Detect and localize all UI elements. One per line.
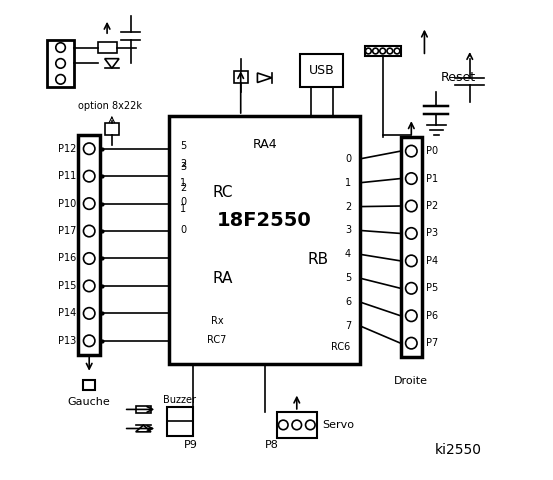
- Text: 1: 1: [180, 178, 186, 188]
- Text: Gauche: Gauche: [68, 397, 111, 407]
- Text: P8: P8: [265, 440, 279, 450]
- Text: RA: RA: [212, 271, 232, 286]
- Text: RA4: RA4: [252, 138, 277, 151]
- Bar: [84, 380, 95, 390]
- Circle shape: [380, 48, 385, 54]
- Circle shape: [373, 48, 378, 54]
- Bar: [105, 123, 119, 135]
- Bar: [167, 407, 193, 436]
- Circle shape: [405, 200, 417, 212]
- Circle shape: [405, 283, 417, 294]
- Circle shape: [405, 145, 417, 157]
- Text: 3: 3: [345, 226, 351, 236]
- Text: 2: 2: [345, 202, 351, 212]
- Circle shape: [84, 143, 95, 155]
- Text: P4: P4: [426, 256, 438, 266]
- Text: ki2550: ki2550: [434, 443, 481, 457]
- Bar: [169, 116, 360, 364]
- Text: P11: P11: [58, 171, 76, 181]
- Circle shape: [84, 225, 95, 237]
- Circle shape: [279, 420, 288, 430]
- Circle shape: [56, 43, 65, 52]
- Text: 5: 5: [180, 142, 186, 152]
- Text: P1: P1: [426, 174, 438, 183]
- Bar: [233, 71, 248, 83]
- Text: Droite: Droite: [394, 376, 429, 386]
- Text: 3: 3: [180, 162, 186, 172]
- Bar: [300, 54, 343, 87]
- Circle shape: [56, 74, 65, 84]
- Text: USB: USB: [309, 64, 335, 77]
- Text: 1: 1: [345, 178, 351, 188]
- Circle shape: [405, 255, 417, 266]
- Circle shape: [84, 335, 95, 347]
- Text: 1: 1: [180, 204, 186, 215]
- Text: P12: P12: [58, 144, 76, 154]
- Circle shape: [292, 420, 301, 430]
- Text: P5: P5: [426, 283, 438, 293]
- Circle shape: [84, 253, 95, 264]
- Text: RC6: RC6: [331, 342, 351, 352]
- Text: 0: 0: [180, 226, 186, 236]
- Text: 0: 0: [180, 197, 186, 207]
- Circle shape: [405, 337, 417, 349]
- Text: P16: P16: [58, 253, 76, 264]
- Text: Reset: Reset: [441, 71, 476, 84]
- Text: RB: RB: [308, 252, 329, 266]
- Text: P15: P15: [58, 281, 76, 291]
- Text: option 8x22k: option 8x22k: [79, 101, 143, 111]
- Text: 2: 2: [180, 159, 186, 168]
- Circle shape: [394, 48, 400, 54]
- Text: Rx: Rx: [211, 316, 223, 326]
- Text: 4: 4: [345, 249, 351, 259]
- Text: P2: P2: [426, 201, 438, 211]
- Text: P17: P17: [58, 226, 76, 236]
- Text: 0: 0: [345, 154, 351, 164]
- Text: P6: P6: [426, 311, 438, 321]
- Text: P13: P13: [58, 336, 76, 346]
- Text: P3: P3: [426, 228, 438, 239]
- Circle shape: [366, 48, 371, 54]
- Polygon shape: [135, 425, 151, 432]
- Bar: [79, 135, 100, 355]
- Circle shape: [387, 48, 393, 54]
- Text: 2: 2: [180, 183, 186, 193]
- Text: P7: P7: [426, 338, 438, 348]
- Circle shape: [84, 170, 95, 182]
- Bar: [365, 46, 400, 56]
- Circle shape: [405, 310, 417, 322]
- Bar: [48, 39, 74, 87]
- Text: P10: P10: [58, 199, 76, 209]
- Text: RC7: RC7: [207, 335, 227, 345]
- Text: RC: RC: [212, 185, 233, 200]
- Text: P14: P14: [58, 308, 76, 318]
- Text: P9: P9: [184, 440, 197, 450]
- Bar: [135, 406, 151, 413]
- Circle shape: [305, 420, 315, 430]
- Bar: [400, 137, 422, 357]
- Circle shape: [84, 308, 95, 319]
- Text: P0: P0: [426, 146, 438, 156]
- Text: 5: 5: [345, 273, 351, 283]
- Circle shape: [405, 228, 417, 239]
- Circle shape: [56, 59, 65, 68]
- Text: 6: 6: [345, 297, 351, 307]
- Text: Buzzer: Buzzer: [163, 395, 196, 405]
- Circle shape: [84, 280, 95, 292]
- Text: 7: 7: [345, 321, 351, 331]
- Bar: [97, 42, 117, 53]
- Text: 18F2550: 18F2550: [217, 211, 312, 230]
- Text: Servo: Servo: [322, 420, 354, 430]
- Bar: [276, 412, 317, 438]
- Polygon shape: [105, 59, 119, 68]
- Circle shape: [405, 173, 417, 184]
- Polygon shape: [257, 73, 272, 83]
- Circle shape: [84, 198, 95, 209]
